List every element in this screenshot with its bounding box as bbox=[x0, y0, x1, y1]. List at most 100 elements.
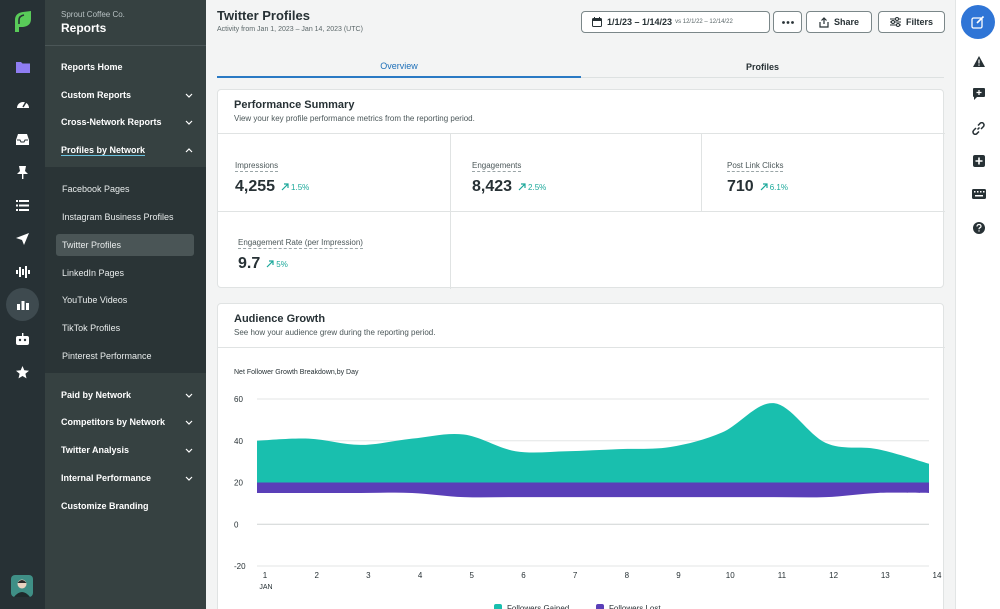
y-tick-label: 40 bbox=[234, 437, 243, 446]
chevron-down-icon bbox=[185, 420, 193, 425]
star-icon[interactable] bbox=[0, 357, 45, 387]
share-button[interactable]: Share bbox=[806, 11, 872, 33]
y-tick-label: 20 bbox=[234, 479, 243, 488]
keyboard-icon[interactable] bbox=[956, 186, 1000, 202]
metric-post-link-clicks: Post Link Clicks 710 6.1% bbox=[727, 155, 788, 196]
card-title: Performance Summary bbox=[234, 99, 355, 111]
alert-icon[interactable] bbox=[956, 53, 1000, 69]
metric-label[interactable]: Impressions bbox=[235, 161, 279, 172]
nav-item-internal-performance[interactable]: Internal Performance bbox=[61, 471, 193, 485]
subnav-item-twitter-profiles[interactable]: Twitter Profiles bbox=[56, 234, 194, 256]
sliders-icon bbox=[889, 17, 901, 27]
nav-item-reports-home[interactable]: Reports Home bbox=[61, 62, 123, 72]
metric-label[interactable]: Post Link Clicks bbox=[727, 161, 784, 172]
bot-icon[interactable] bbox=[0, 324, 45, 354]
profiles-submenu bbox=[45, 167, 206, 373]
pin-icon[interactable] bbox=[0, 157, 45, 187]
link-icon[interactable] bbox=[956, 120, 1000, 136]
x-tick-label: 3 bbox=[366, 571, 371, 580]
page-title: Twitter Profiles bbox=[217, 8, 310, 23]
metric-change: 6.1% bbox=[760, 183, 788, 192]
trend-up-icon bbox=[518, 183, 526, 191]
subnav-item-pinterest-performance[interactable]: Pinterest Performance bbox=[62, 351, 152, 361]
divider bbox=[45, 45, 206, 46]
chevron-down-icon bbox=[185, 93, 193, 98]
subnav-item-tiktok-profiles[interactable]: TikTok Profiles bbox=[62, 323, 121, 333]
icon-rail bbox=[0, 0, 45, 609]
metric-change: 2.5% bbox=[518, 183, 546, 192]
metric-label[interactable]: Engagement Rate (per Impression) bbox=[238, 238, 363, 249]
feedback-icon[interactable] bbox=[956, 86, 1000, 102]
x-tick-label: 4 bbox=[418, 571, 423, 580]
subnav-item-youtube-videos[interactable]: YouTube Videos bbox=[62, 295, 128, 305]
compose-icon bbox=[971, 15, 985, 29]
chevron-down-icon bbox=[185, 120, 193, 125]
chart-title: Net Follower Growth Breakdown,by Day bbox=[234, 369, 359, 376]
more-button[interactable] bbox=[773, 11, 802, 33]
send-icon[interactable] bbox=[0, 224, 45, 254]
x-tick-label: 6 bbox=[521, 571, 526, 580]
bar-chart-icon[interactable] bbox=[0, 288, 45, 321]
metric-change: 5% bbox=[266, 260, 288, 269]
list-icon[interactable] bbox=[0, 190, 45, 220]
add-icon[interactable] bbox=[956, 153, 1000, 169]
y-tick-label: -20 bbox=[234, 562, 246, 571]
audio-wave-icon[interactable] bbox=[0, 257, 45, 287]
subnav-item-linkedin-pages[interactable]: LinkedIn Pages bbox=[62, 268, 125, 278]
nav-item-twitter-analysis[interactable]: Twitter Analysis bbox=[61, 443, 193, 457]
x-tick-label: 12 bbox=[829, 571, 838, 580]
x-tick-label: 14 bbox=[933, 571, 942, 580]
divider bbox=[701, 134, 702, 211]
nav-item-profiles-by-network[interactable]: Profiles by Network bbox=[61, 143, 193, 157]
metric-engagement-rate: Engagement Rate (per Impression) 9.7 5% bbox=[238, 232, 363, 273]
legend-swatch bbox=[494, 604, 502, 609]
chart-area: Net Follower Growth Breakdown,by Day 60 4… bbox=[218, 347, 945, 609]
trend-up-icon bbox=[266, 260, 274, 268]
avatar[interactable] bbox=[11, 575, 33, 597]
subnav-item-facebook-pages[interactable]: Facebook Pages bbox=[62, 184, 130, 194]
series-area-followers-lost bbox=[257, 482, 929, 498]
inbox-icon[interactable] bbox=[0, 124, 45, 154]
x-tick-label: 10 bbox=[726, 571, 735, 580]
calendar-icon bbox=[592, 17, 602, 27]
share-icon bbox=[819, 16, 829, 28]
filters-button[interactable]: Filters bbox=[878, 11, 945, 33]
card-subtitle: See how your audience grew during the re… bbox=[234, 328, 436, 337]
metric-label[interactable]: Engagements bbox=[472, 161, 522, 172]
nav-item-custom-reports[interactable]: Custom Reports bbox=[61, 88, 193, 102]
compare-range: vs 12/1/22 – 12/14/22 bbox=[675, 19, 733, 25]
metric-change: 1.5% bbox=[281, 183, 309, 192]
chevron-down-icon bbox=[185, 393, 193, 398]
sprout-logo-icon[interactable] bbox=[12, 11, 33, 33]
y-tick-label: 60 bbox=[234, 395, 243, 404]
legend-label: Followers Gained bbox=[507, 604, 569, 609]
tab-overview[interactable]: Overview bbox=[217, 56, 581, 78]
divider bbox=[218, 133, 945, 134]
metric-engagements: Engagements 8,423 2.5% bbox=[472, 155, 546, 196]
date-range-picker[interactable]: 1/1/23 – 1/14/23 vs 12/1/22 – 12/14/22 bbox=[581, 11, 770, 33]
metric-value: 710 bbox=[727, 178, 754, 195]
nav-item-cross-network-reports[interactable]: Cross-Network Reports bbox=[61, 115, 193, 129]
folder-icon[interactable] bbox=[0, 52, 45, 82]
nav-item-paid-by-network[interactable]: Paid by Network bbox=[61, 388, 193, 402]
x-month-label: JAN bbox=[259, 584, 272, 591]
card-title: Audience Growth bbox=[234, 313, 326, 325]
legend-swatch bbox=[596, 604, 604, 609]
metric-value: 9.7 bbox=[238, 255, 261, 272]
legend-label: Followers Lost bbox=[609, 604, 661, 609]
nav-item-competitors-by-network[interactable]: Competitors by Network bbox=[61, 415, 193, 429]
nav-item-customize-branding[interactable]: Customize Branding bbox=[61, 501, 149, 511]
tab-profiles[interactable]: Profiles bbox=[745, 61, 779, 72]
subnav-item-instagram-business-profiles[interactable]: Instagram Business Profiles bbox=[62, 212, 174, 222]
compose-button[interactable] bbox=[961, 5, 995, 39]
reports-nav: Sprout Coffee Co. Reports Reports Home C… bbox=[45, 0, 206, 609]
section-title: Reports bbox=[61, 21, 107, 35]
help-icon[interactable] bbox=[956, 220, 1000, 236]
gauge-icon[interactable] bbox=[0, 89, 45, 119]
report-tabs: Overview Profiles bbox=[217, 56, 944, 78]
x-tick-label: 8 bbox=[625, 571, 630, 580]
x-tick-label: 7 bbox=[573, 571, 578, 580]
page-header: Twitter Profiles Activity from Jan 1, 20… bbox=[206, 0, 955, 48]
x-tick-label: 13 bbox=[881, 571, 890, 580]
